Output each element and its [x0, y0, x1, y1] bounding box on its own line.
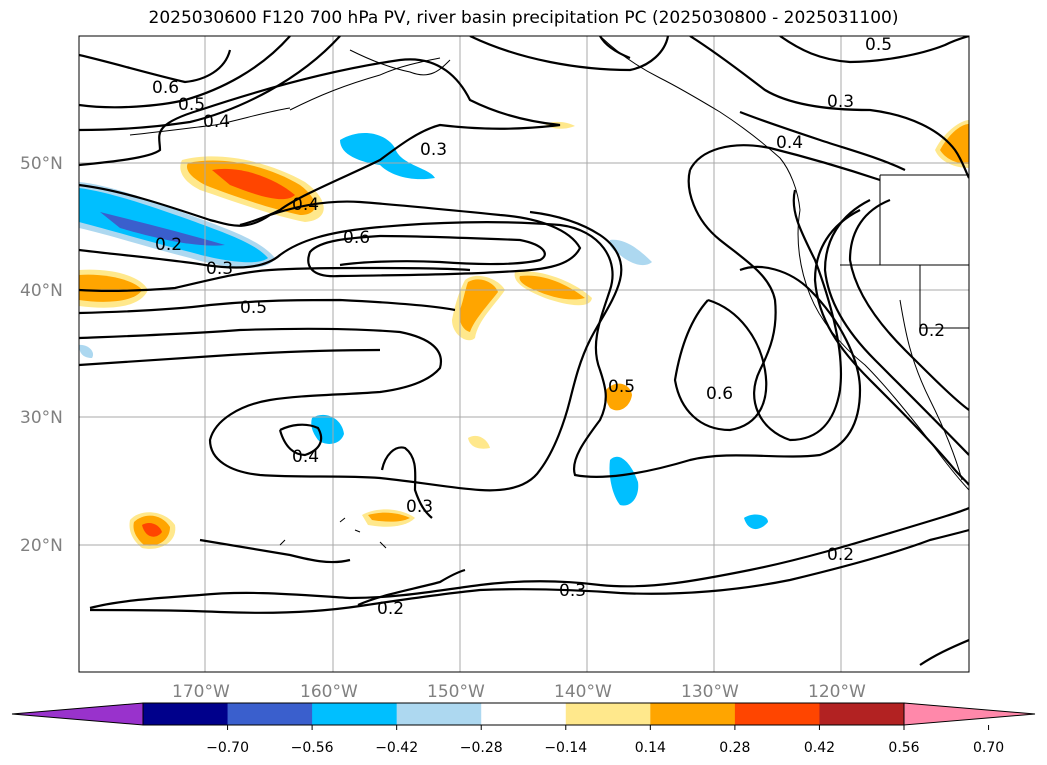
contour-label: 0.6 [706, 384, 733, 404]
lat-labels: 50°N 40°N 30°N 20°N [20, 154, 63, 556]
contour-label: 0.4 [292, 195, 319, 215]
colorbar-tick-label: 0.14 [635, 740, 666, 756]
colorbar-cell [396, 703, 482, 725]
contour-label: 0.3 [827, 92, 854, 112]
pv-contours [79, 36, 969, 666]
contour-label: 0.5 [865, 35, 892, 55]
lon-label: 150°W [427, 682, 485, 702]
colorbar-tick-label: −0.42 [375, 740, 418, 756]
colorbar-cell [650, 703, 736, 725]
colorbar-extend-left [11, 702, 144, 726]
lon-label: 120°W [808, 682, 866, 702]
contour-label: 0.2 [918, 321, 945, 341]
colorbar-tick-label: 0.42 [804, 740, 835, 756]
colorbar-tick-label: 0.70 [973, 740, 1004, 756]
contour-label: 0.3 [420, 140, 447, 160]
contour-label: 0.2 [155, 235, 182, 255]
colorbar-tick-label: 0.56 [888, 740, 919, 756]
map-frame [78, 35, 970, 673]
colorbar-cell [819, 703, 905, 725]
contour-label: 0.5 [178, 95, 205, 115]
colorbar-cell [227, 703, 313, 725]
lon-label: 140°W [554, 682, 612, 702]
contour-label: 0.5 [608, 377, 635, 397]
colorbar-cell [481, 703, 567, 725]
colorbar-cell [565, 703, 651, 725]
coastlines [129, 36, 969, 549]
colorbar-tick-label: −0.14 [544, 740, 587, 756]
lon-label: 160°W [300, 682, 358, 702]
contour-label: 0.2 [377, 599, 404, 619]
graticule [79, 36, 969, 672]
lon-labels: 170°W 160°W 150°W 140°W 130°W 120°W [172, 682, 866, 702]
contour-label: 0.3 [406, 497, 433, 517]
contour-labels: 0.6 0.5 0.4 0.3 0.4 0.2 0.3 0.6 0.5 0.4 … [152, 35, 945, 619]
colorbar-cell [734, 703, 820, 725]
lat-label: 40°N [20, 281, 63, 301]
lon-label: 130°W [681, 682, 739, 702]
colorbar-tick-label: 0.28 [719, 740, 750, 756]
colorbar-extend-right [903, 702, 1036, 726]
colorbar-frame [142, 702, 905, 726]
map-title: 2025030600 F120 700 hPa PV, river basin … [148, 8, 899, 28]
contour-label: 0.4 [203, 112, 230, 132]
colorbar-cell [312, 703, 398, 725]
lat-label: 20°N [20, 536, 63, 556]
lat-label: 50°N [20, 154, 63, 174]
colorbar-tick-label: −0.56 [291, 740, 334, 756]
colorbar-tick-label: −0.28 [460, 740, 503, 756]
contour-label: 0.6 [152, 78, 179, 98]
colorbar: −0.70 −0.56 −0.42 −0.28 −0.14 0.14 0.28 0.42 0.5… [11, 702, 1036, 756]
map-area: 0.6 0.5 0.4 0.3 0.4 0.2 0.3 0.6 0.5 0.4 … [79, 35, 969, 672]
colorbar-cell [143, 703, 229, 725]
lat-label: 30°N [20, 408, 63, 428]
contour-label: 0.4 [292, 447, 319, 467]
contour-label: 0.3 [559, 581, 586, 601]
contour-label: 0.5 [240, 298, 267, 318]
lon-label: 170°W [172, 682, 230, 702]
contour-label: 0.2 [827, 545, 854, 565]
contour-label: 0.6 [343, 228, 370, 248]
contour-label: 0.4 [776, 133, 803, 153]
colorbar-tick-label: −0.70 [206, 740, 249, 756]
contour-label: 0.3 [206, 259, 233, 279]
